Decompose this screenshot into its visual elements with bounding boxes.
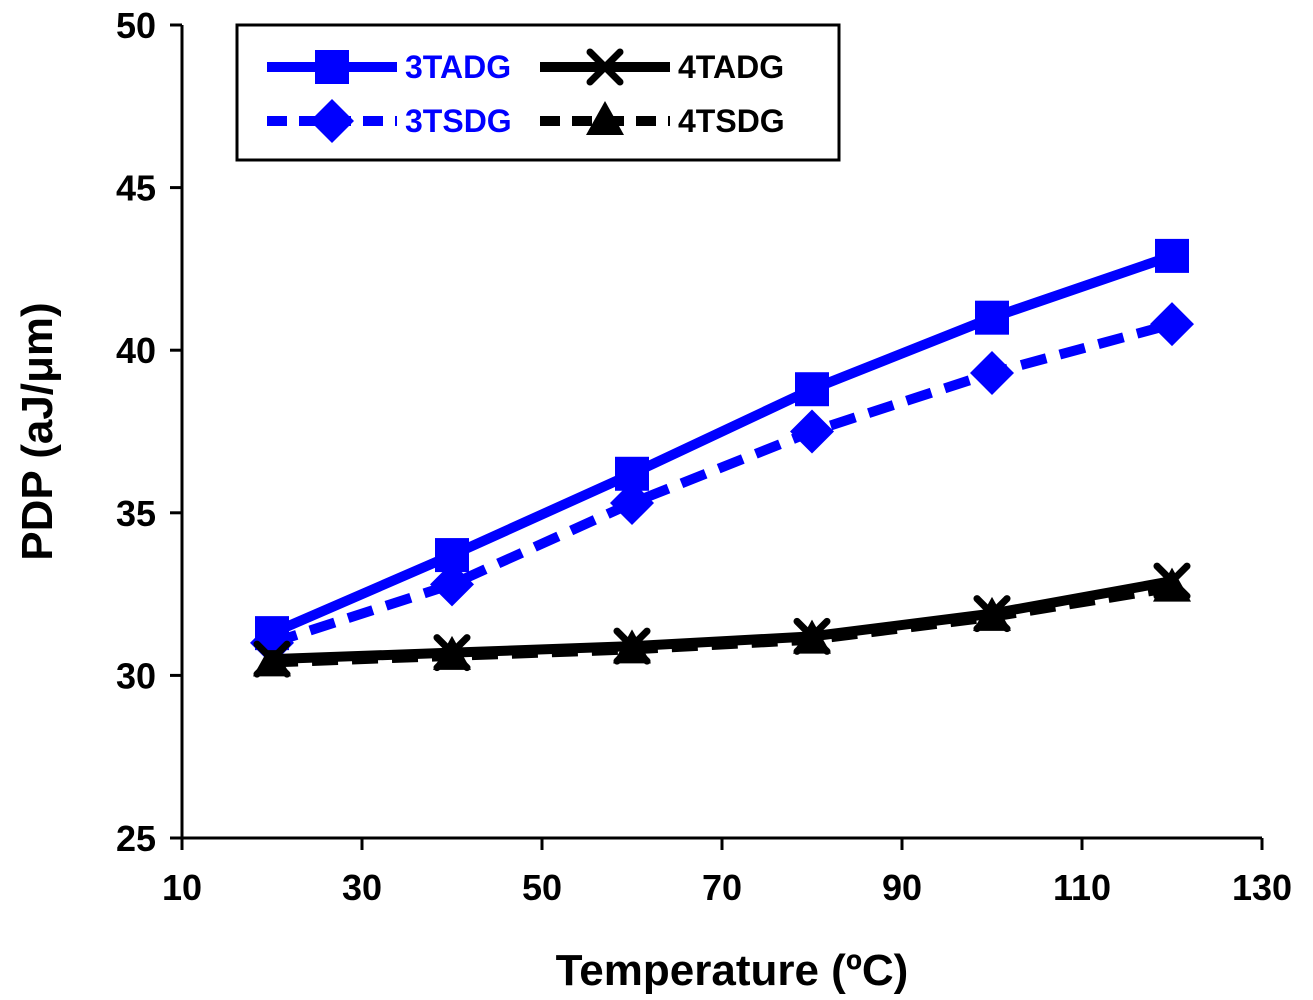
x-axis-title: Temperature (ºC) <box>556 946 909 995</box>
legend-marker-3tadg <box>315 50 349 84</box>
point-3tsdg <box>790 409 834 454</box>
x-tick-label: 30 <box>342 867 382 908</box>
legend-item-4tsdg: 4TSDG <box>540 101 785 139</box>
point-3tadg <box>795 372 829 407</box>
x-tick-label: 110 <box>1053 867 1111 908</box>
point-3tadg <box>975 300 1009 335</box>
point-4tadg <box>613 627 651 665</box>
point-4tadg <box>973 595 1011 633</box>
series-3tadg <box>255 238 1189 651</box>
series-4tadg <box>253 562 1191 678</box>
y-tick-label: 45 <box>116 168 156 209</box>
legend-item-3tsdg: 3TSDG <box>267 99 512 143</box>
y-tick-label: 25 <box>116 818 156 859</box>
series-line-4tadg <box>271 576 1173 665</box>
point-4tadg <box>433 634 471 672</box>
y-axis-title: PDP (aJ/μm) <box>13 302 62 560</box>
point-4tadg <box>1153 562 1191 600</box>
legend-label-3tsdg: 3TSDG <box>405 103 512 139</box>
legend-item-3tadg: 3TADG <box>267 49 511 85</box>
point-3tadg <box>615 456 649 491</box>
series-line-3tsdg <box>270 319 1174 648</box>
y-tick-label: 30 <box>116 655 156 696</box>
axes: 25 30 35 40 45 50 10 30 50 70 90 110 130 <box>116 5 1292 908</box>
point-3tadg <box>1155 238 1189 273</box>
legend-item-4tadg: 4TADG <box>540 48 784 86</box>
legend: 3TADG 4TADG 3TSDG 4TSDG <box>235 23 841 162</box>
point-3tsdg <box>430 562 474 607</box>
legend-marker-3tsdg <box>310 99 354 143</box>
x-tick-label: 10 <box>162 867 202 908</box>
x-tick-label: 90 <box>882 867 922 908</box>
y-tick-label: 50 <box>116 5 156 46</box>
legend-marker-4tsdg <box>586 101 624 135</box>
legend-label-4tadg: 4TADG <box>678 49 784 85</box>
point-3tsdg <box>970 350 1014 395</box>
legend-label-4tsdg: 4TSDG <box>678 103 785 139</box>
point-3tsdg <box>1150 302 1194 347</box>
point-4tadg <box>793 617 831 655</box>
legend-marker-4tadg <box>586 48 624 86</box>
series-line-3tadg <box>270 251 1174 638</box>
point-3tsdg <box>610 481 654 526</box>
x-tick-label: 70 <box>702 867 742 908</box>
legend-box <box>235 23 841 162</box>
series-layer <box>250 238 1194 678</box>
x-tick-label: 130 <box>1232 867 1292 908</box>
x-tick-label: 50 <box>522 867 562 908</box>
point-4tadg <box>253 640 291 678</box>
point-3tadg <box>435 538 469 573</box>
legend-label-3tadg: 3TADG <box>405 49 511 85</box>
y-tick-label: 35 <box>116 493 156 534</box>
y-tick-label: 40 <box>116 330 156 371</box>
